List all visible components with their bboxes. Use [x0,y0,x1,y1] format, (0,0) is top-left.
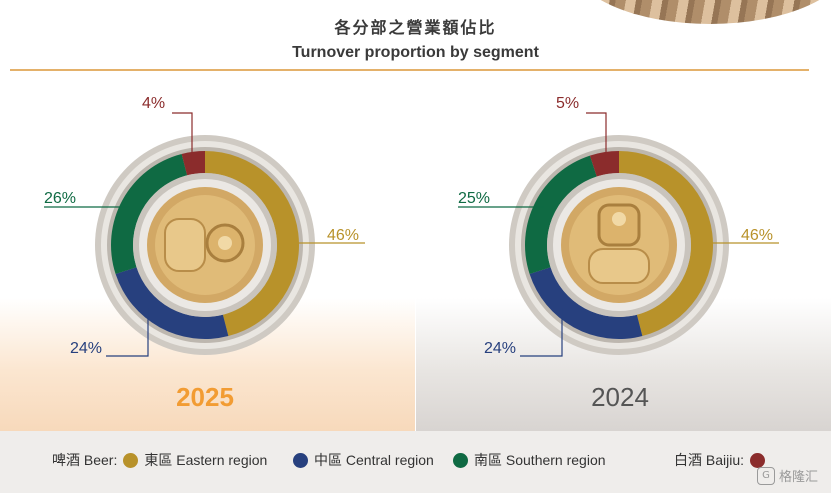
leader-line-baijiu [172,112,193,162]
slice-southern [110,153,188,275]
legend-southern-swatch [453,452,468,468]
slice-eastern [205,151,299,337]
slice-southern [525,155,597,275]
slice-eastern [619,151,713,337]
data-label-baijiu: 4% [142,95,165,112]
can-opening [588,248,650,284]
data-label-central: 24% [484,340,516,357]
title-chinese: 各分部之營業額佔比 [334,18,497,37]
can-opening [164,218,206,272]
year-label-2024: 2024 [591,382,649,412]
leader-line-central [520,308,563,357]
legend-southern-label: 南區 Southern region [474,452,606,468]
legend-beer: 啤酒 Beer: 東區 Eastern region [52,450,267,470]
data-label-eastern: 46% [741,227,773,244]
legend-southern: 南區 Southern region [447,450,606,470]
legend-central: 中區 Central region [287,450,434,470]
year-label-2025: 2025 [176,382,234,412]
legend-baijiu-swatch [750,452,766,468]
legend-eastern-swatch [123,452,139,468]
chart-header: 各分部之營業額佔比 Turnover proportion by segment [0,14,831,62]
leader-line-baijiu [586,112,607,162]
watermark: G 格隆汇 [757,466,818,485]
watermark-text: 格隆汇 [779,470,819,485]
data-label-southern: 26% [44,190,76,207]
legend-eastern-label: 東區 Eastern region [144,452,268,468]
legend: 啤酒 Beer: 東區 Eastern region 中區 Central re… [0,431,831,493]
data-label-central: 24% [70,340,102,357]
legend-beer-label: 啤酒 Beer: [52,452,118,468]
pull-tab-rivet [612,212,626,226]
header-divider [10,69,809,71]
title-english: Turnover proportion by segment [292,44,539,61]
donut-chart-2025: 46% 24% 26% 4% [44,95,365,357]
leader-line-central [106,308,149,357]
pull-tab-rivet [218,236,232,250]
slice-baijiu [589,151,619,177]
slice-baijiu [181,151,205,176]
slice-central [529,267,643,339]
legend-central-swatch [293,452,308,468]
legend-baijiu-label: 白酒 Baijiu: [674,452,745,468]
data-label-southern: 25% [458,190,490,207]
donut-charts: 46% 24% 26% 4% 46% 24% 25% 5% [44,95,779,357]
donut-chart-2024: 46% 24% 25% 5% [458,95,779,357]
data-label-eastern: 46% [327,227,359,244]
slice-central [115,267,229,339]
data-label-baijiu: 5% [556,95,579,112]
watermark-logo-icon: G [757,466,775,485]
legend-central-label: 中區 Central region [314,452,434,468]
legend-baijiu: 白酒 Baijiu: [674,450,771,470]
